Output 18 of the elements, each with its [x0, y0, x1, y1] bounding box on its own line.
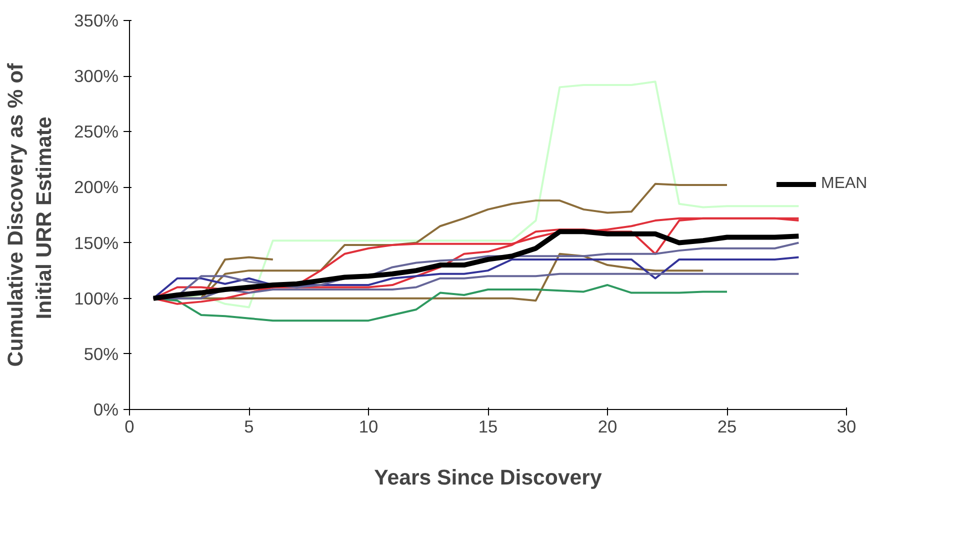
- y-tick-label: 150%: [74, 232, 119, 253]
- x-tick-label: 25: [717, 416, 737, 436]
- y-tick-label: 350%: [74, 10, 119, 30]
- y-tick-label: 250%: [74, 122, 119, 142]
- y-tick-label: 50%: [84, 344, 119, 364]
- x-tick-label: 0: [124, 416, 134, 436]
- y-axis-title: Cumulative Discovery as % of Initial URR Estimate: [3, 62, 56, 367]
- x-tick-label: 30: [836, 416, 856, 436]
- x-tick-label: 20: [598, 416, 618, 436]
- x-axis-title: Years Since Discovery: [374, 466, 602, 490]
- x-tick-label: 5: [244, 416, 254, 436]
- y-tick-label: 0%: [93, 400, 118, 420]
- x-tick-label: 15: [478, 416, 498, 436]
- y-tick-label: 100%: [74, 288, 119, 308]
- legend-label: MEAN: [821, 175, 868, 193]
- y-tick-label: 200%: [74, 177, 119, 198]
- x-tick-label: 10: [358, 416, 378, 436]
- y-tick-label: 300%: [74, 66, 119, 86]
